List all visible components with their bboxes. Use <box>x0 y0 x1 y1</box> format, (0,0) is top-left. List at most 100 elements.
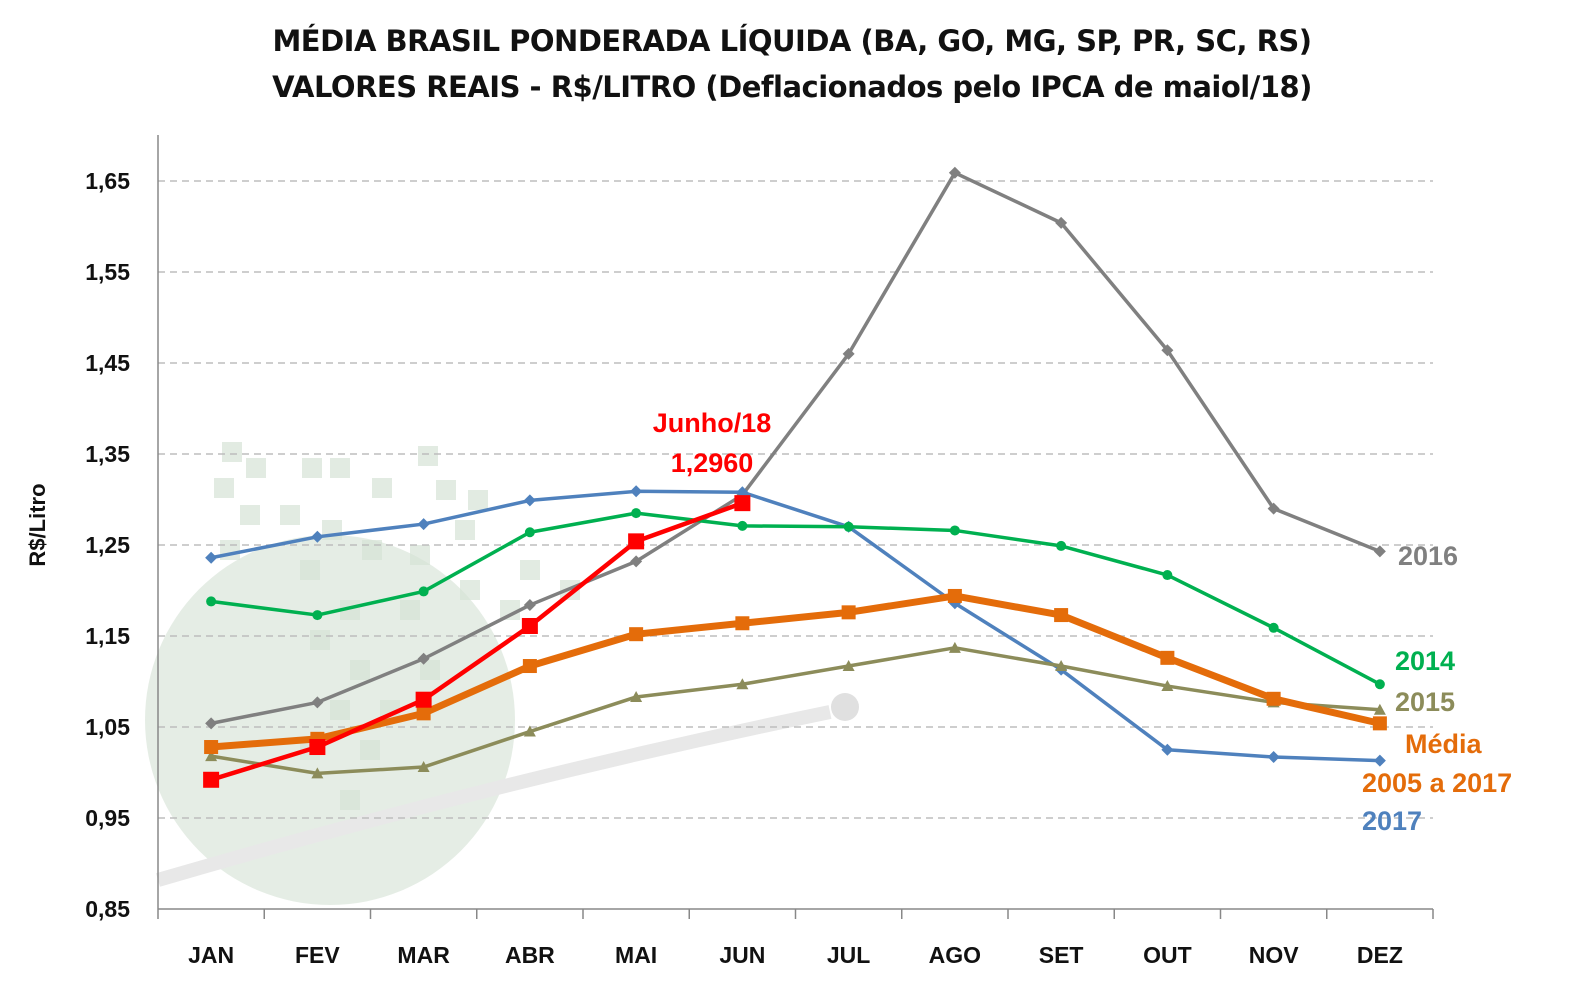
watermark-square <box>360 740 380 760</box>
data-point-2017 <box>1161 743 1174 756</box>
y-tick-label: 1,05 <box>85 714 130 740</box>
watermark-square <box>310 630 330 650</box>
watermark-square <box>436 480 456 500</box>
data-point-2017 <box>205 551 218 564</box>
data-point-2014 <box>418 586 429 597</box>
data-point-2014 <box>312 610 323 621</box>
data-point-2016 <box>1161 344 1174 357</box>
watermark-square <box>330 458 350 478</box>
data-point-2016 <box>630 555 643 568</box>
data-point-2014 <box>524 527 535 538</box>
watermark-square <box>350 660 370 680</box>
data-point-2014 <box>949 525 960 536</box>
y-tick-label: 0,95 <box>85 805 130 831</box>
data-point-2016 <box>948 166 961 179</box>
legend-label-2017: 2017 <box>1362 806 1422 836</box>
data-point-2018 <box>628 533 645 550</box>
data-point-2017 <box>523 494 536 507</box>
watermark-square <box>362 540 382 560</box>
data-point-2016 <box>523 599 536 612</box>
watermark-square <box>500 600 520 620</box>
watermark-square <box>240 505 260 525</box>
data-point-m-dia-2005-a-2017 <box>947 588 962 603</box>
watermark-square <box>246 458 266 478</box>
x-tick-label: JUL <box>827 942 870 968</box>
data-point-2018 <box>309 739 326 756</box>
data-point-2018 <box>734 495 751 512</box>
series-2018 <box>203 495 751 788</box>
chart-subtitle: VALORES REAIS - R$/LITRO (Deflacionados … <box>272 70 1312 104</box>
data-point-2016 <box>205 717 218 730</box>
series-line-2018 <box>210 501 744 782</box>
series-2014 <box>206 508 1385 690</box>
series-line-m-dia-2005-a-2017 <box>210 592 1381 751</box>
data-point-2015 <box>417 761 430 773</box>
data-point-2015 <box>948 641 961 653</box>
watermark-square <box>222 442 242 462</box>
data-point-m-dia-2005-a-2017 <box>1160 650 1175 665</box>
data-point-2014 <box>1374 679 1385 690</box>
series-line-2015 <box>210 646 1380 776</box>
data-point-2018 <box>521 617 538 634</box>
data-point-2014 <box>843 521 854 532</box>
legend-label-media: Média <box>1405 729 1483 759</box>
data-point-2016 <box>1373 545 1386 558</box>
watermark-logo <box>145 442 859 905</box>
series-line-2014 <box>210 511 1381 686</box>
series-line-2016 <box>210 171 1381 726</box>
watermark-square <box>300 560 320 580</box>
x-tick-label: FEV <box>295 942 340 968</box>
data-point-2015 <box>1055 660 1068 672</box>
legend-label-2016: 2016 <box>1398 541 1458 571</box>
data-point-2015 <box>523 725 536 737</box>
data-point-m-dia-2005-a-2017 <box>522 659 537 674</box>
watermark-square <box>410 545 430 565</box>
watermark-square <box>420 660 440 680</box>
series-line-2017 <box>210 489 1380 763</box>
watermark-swoosh <box>156 705 832 887</box>
x-tick-label: AGO <box>929 942 981 968</box>
data-point-2016 <box>311 696 324 709</box>
data-point-2014 <box>206 596 217 607</box>
data-point-2016 <box>1055 216 1068 229</box>
watermark-square <box>460 580 480 600</box>
data-point-2014 <box>1268 622 1279 633</box>
data-point-m-dia-2005-a-2017 <box>204 740 219 755</box>
watermark-square <box>400 600 420 620</box>
series-m-dia-2005-a-2017 <box>204 588 1387 755</box>
x-tick-label: DEZ <box>1357 942 1403 968</box>
data-point-2016 <box>842 347 855 360</box>
watermark-dot <box>831 693 859 721</box>
watermark-square <box>280 505 300 525</box>
data-point-2015 <box>842 660 855 672</box>
data-point-2018 <box>415 691 432 708</box>
x-tick-label: MAI <box>615 942 657 968</box>
y-tick-label: 1,15 <box>85 623 130 649</box>
watermark-square <box>330 700 350 720</box>
data-point-2016 <box>1267 502 1280 515</box>
data-point-2014 <box>631 508 642 519</box>
watermark-square <box>214 478 234 498</box>
x-tick-label: SET <box>1039 942 1084 968</box>
y-tick-label: 0,85 <box>85 896 130 922</box>
watermark-square <box>372 478 392 498</box>
annotation-value: 1,2960 <box>671 448 754 478</box>
data-point-2015 <box>311 767 324 779</box>
data-point-2015 <box>1161 680 1174 692</box>
y-tick-label: 1,35 <box>85 441 130 467</box>
x-tick-label: JAN <box>188 942 234 968</box>
data-point-2016 <box>417 652 430 665</box>
y-axis-label: R$/Litro <box>25 483 50 566</box>
data-point-2018 <box>203 771 220 788</box>
x-tick-label: MAR <box>397 942 450 968</box>
y-tick-label: 1,65 <box>85 168 130 194</box>
data-point-m-dia-2005-a-2017 <box>1266 691 1281 706</box>
data-point-2017 <box>630 485 643 498</box>
data-point-2014 <box>737 520 748 531</box>
data-point-2014 <box>1056 540 1067 551</box>
x-tick-label: ABR <box>505 942 555 968</box>
watermark-square <box>455 520 475 540</box>
data-point-2017 <box>417 518 430 531</box>
legend-label-2015: 2015 <box>1395 687 1455 717</box>
